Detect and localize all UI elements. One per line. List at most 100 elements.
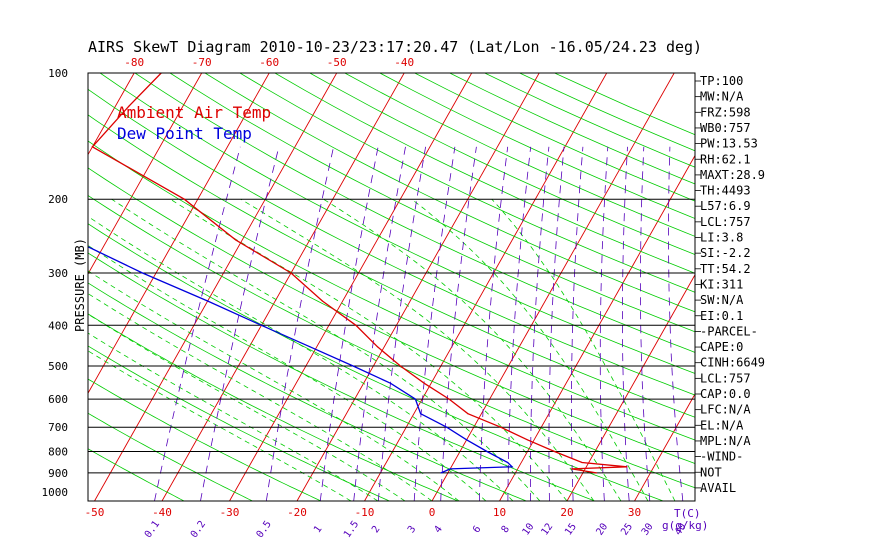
dry-adiabat-line [88,114,695,418]
mixing-ratio-tick-label: 15 [563,521,579,537]
dry-adiabat-line [88,194,695,489]
dewpoint-profile-point [446,426,448,428]
stat-label: AVAIL [700,481,736,495]
stat-label: WB0:757 [700,121,751,135]
isotherm-line [94,73,338,501]
bottom-temp-tick-label: 20 [560,506,573,519]
dewpoint-profile-point [260,324,262,326]
dry-adiabat-line [449,73,695,185]
legend-dewp: Dew Point Temp [117,124,252,143]
temperature-profile-point [376,346,379,348]
dry-adiabat-line [169,73,695,333]
stat-label: SI:-2.2 [700,246,751,260]
top-temp-tick-label: -50 [327,56,347,69]
isotherm-line [0,73,67,501]
isotherm-line [296,73,540,501]
dry-adiabat-line [88,140,695,441]
dry-adiabat-line [88,282,527,501]
temperature-profile [91,73,627,474]
isotherm-line [229,73,473,501]
pressure-tick-label: 600 [48,393,68,406]
isobars [88,198,695,474]
pressure-tick-label: 1000 [42,486,69,499]
moist-adiabat-line [323,198,622,501]
temperature-profile-point [448,398,450,400]
temperature-profile-point [500,426,502,428]
pressure-tick-label: 400 [48,319,68,332]
dry-adiabat-line [99,73,695,374]
stat-label: EL:N/A [700,418,744,432]
mixing-ratio-tick-label: 0.1 [143,519,162,540]
dewpoint-profile-point [507,461,509,464]
dry-adiabat-line [88,448,185,501]
mixing-ratio-tick-label: 8 [500,524,512,535]
temperature-profile-point [128,105,130,107]
temperature-profile-point [553,450,556,453]
dewpoint-profile-point [449,468,451,470]
isotherm-line [634,393,695,501]
temperature-profile-point [234,239,237,241]
bottom-temp-tick-label: -30 [220,506,240,519]
stat-label: -WIND- [700,450,743,464]
pressure-tick-label: 700 [48,421,68,434]
stat-label: TH:4493 [700,184,751,198]
pressure-tick-label: 500 [48,360,68,373]
top-temp-tick-label: -80 [124,56,144,69]
temperature-profile-point [321,300,323,302]
mixing-ratio-tick-label: 25 [619,521,635,537]
mixing-ratio-line [571,146,584,501]
bottom-temp-tick-label: -10 [355,506,375,519]
dry-adiabat-line [88,412,253,501]
moist-adiabat-line [240,198,595,501]
dewpoint-profile-point [511,466,513,468]
mixing-ratio-tick-label: 3 [406,524,418,535]
dry-adiabat-line [309,73,695,256]
moist-adiabat-line [170,198,568,501]
dewpoint-profile-point [414,398,416,400]
stat-label: NOT [700,465,722,479]
dewpoint-profile-point [420,413,422,415]
stat-label: TP:100 [700,74,743,88]
dewpoint-profile-point [390,382,392,384]
stat-label: FRZ:598 [700,105,751,119]
mixing-ratio-line [440,146,477,501]
moist-adiabat-line [491,198,676,501]
mixing-ratio-line [413,146,456,501]
moist-adiabat-line [411,198,649,501]
stat-label: EI:0.1 [700,309,743,323]
stat-label: LCL:757 [700,371,751,385]
mixing-ratio-tick-label: 10 [521,521,537,537]
dewpoint-profile-point [466,439,468,441]
temperature-profile-point [526,439,529,441]
moist-adiabat-line [88,313,406,501]
stat-label: MAXT:28.9 [700,168,765,182]
dry-adiabat-line [88,313,459,501]
dry-adiabat-line [88,378,322,501]
stat-label: KI:311 [700,278,743,292]
pressure-tick-label: 900 [48,467,68,480]
mixing-ratio-tick-label: 1 [312,524,324,535]
temperature-profile-point [399,365,401,367]
dry-adiabat-line [484,73,695,168]
pressure-tick-label: 200 [48,193,68,206]
moist-adiabat-line [88,332,379,501]
temperature-profile-point [355,324,357,326]
dry-adiabat-line [88,167,695,464]
dry-adiabat-line [134,73,695,353]
isotherm-line [88,73,270,395]
moist-adiabat-line [111,198,541,501]
bottom-temp-tick-label: 10 [493,506,506,519]
temperature-profile-point [571,468,573,470]
pressure-tick-label: 300 [48,267,68,280]
mixing-ratio-tick-label: 0.2 [189,519,208,540]
dewpoint-profile-point [207,300,209,302]
dewpoint-profile-point [440,472,442,474]
stat-label: PW:13.53 [700,137,758,151]
isotherm-line [499,154,695,501]
stat-label: MW:N/A [700,90,744,104]
temperature-profile-point [91,146,93,148]
dewpoint-profile-point [352,365,354,367]
mixing-ratio-tick-label: 30 [640,521,656,537]
